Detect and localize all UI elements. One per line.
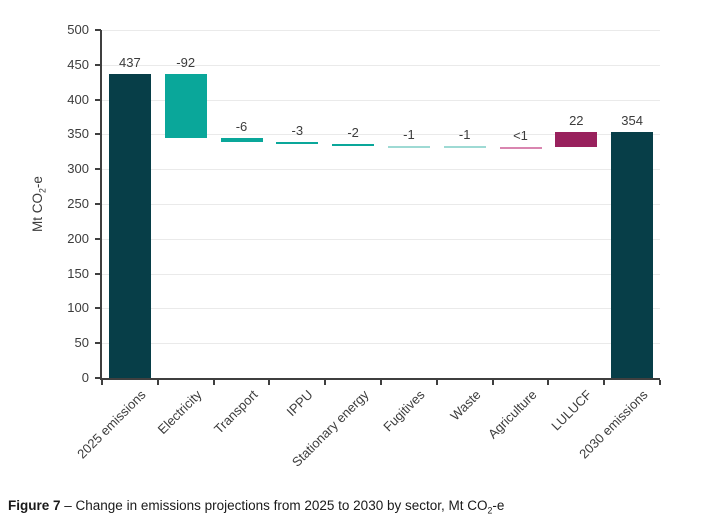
bar-2025-emissions xyxy=(108,73,151,378)
x-axis-tick-4 xyxy=(324,380,327,385)
bar-2030-emissions xyxy=(611,131,654,378)
x-label-2030-emissions: 2030 emissions xyxy=(576,387,651,462)
x-axis-tick-10 xyxy=(659,380,661,385)
bar-stationary-energy xyxy=(332,144,375,147)
figure-caption: Figure 7 – Change in emissions projectio… xyxy=(8,497,708,520)
y-axis-label-0: 0 xyxy=(81,370,89,385)
value-label-2030-emissions: 354 xyxy=(621,112,643,128)
figure-caption-label: Figure 7 xyxy=(8,498,61,513)
y-axis-label-300: 300 xyxy=(67,161,89,177)
y-axis-title-text: Mt CO xyxy=(30,192,45,232)
gridline-350 xyxy=(102,134,660,136)
x-axis-tick-3 xyxy=(268,380,271,385)
gridline-250 xyxy=(102,204,660,205)
x-axis-tick-9 xyxy=(603,380,606,385)
bar-ippu xyxy=(276,142,319,145)
x-axis-tick-2 xyxy=(212,380,215,385)
y-axis-label-400: 400 xyxy=(67,91,89,107)
bar-electricity xyxy=(164,73,207,138)
value-label-waste: -1 xyxy=(458,127,471,143)
figure-caption-tail: -e xyxy=(492,498,505,513)
x-axis-tick-7 xyxy=(491,380,494,385)
gridline-150 xyxy=(102,273,660,275)
waterfall-chart: Mt CO2-e 0 50 100 150 200 250 300 350 400 450 500 4… xyxy=(29,22,661,470)
y-axis-label-350: 350 xyxy=(67,126,89,142)
y-axis-title: Mt CO2-e xyxy=(29,134,48,274)
y-axis-label-50: 50 xyxy=(74,335,89,351)
bar-fugitives xyxy=(387,145,430,148)
bar-lulucf xyxy=(555,131,598,147)
figure-caption-subscript: 2 xyxy=(487,505,493,516)
gridline-500 xyxy=(102,30,660,31)
value-label-stationary-energy: -2 xyxy=(347,125,359,141)
x-axis-tick-0 xyxy=(101,380,103,385)
y-axis-label-200: 200 xyxy=(67,230,89,246)
x-axis-tick-6 xyxy=(435,380,438,385)
gridline-200 xyxy=(102,238,660,240)
y-axis-tick-300 xyxy=(95,168,101,171)
y-axis-label-150: 150 xyxy=(67,265,89,281)
x-axis-tick-5 xyxy=(380,380,382,385)
gridline-300 xyxy=(102,169,660,171)
value-label-fugitives: -1 xyxy=(403,126,415,142)
y-axis-tick-400 xyxy=(95,98,101,101)
value-label-2025-emissions: 437 xyxy=(119,54,141,70)
y-axis-tick-250 xyxy=(95,203,101,205)
y-axis-tick-350 xyxy=(95,133,101,136)
y-axis-label-500: 500 xyxy=(67,22,89,37)
figure-caption-text: – Change in emissions projections from 2… xyxy=(60,498,488,513)
value-label-ippu: -3 xyxy=(291,123,304,139)
value-label-agriculture: <1 xyxy=(513,127,528,143)
bar-agriculture xyxy=(499,146,542,149)
x-axis-tick-1 xyxy=(156,380,159,385)
value-label-transport: -6 xyxy=(235,118,248,134)
bar-waste xyxy=(443,146,486,149)
y-axis-tick-200 xyxy=(95,237,101,240)
y-axis-label-100: 100 xyxy=(67,300,89,316)
y-axis-title-subscript: 2 xyxy=(37,188,48,193)
y-axis-tick-0 xyxy=(95,377,101,379)
y-axis-label-250: 250 xyxy=(67,196,89,211)
x-axis-line xyxy=(100,378,660,380)
gridline-50 xyxy=(102,343,660,345)
bar-transport xyxy=(220,137,263,143)
y-axis-label-450: 450 xyxy=(67,56,89,72)
value-label-lulucf: 22 xyxy=(569,112,584,128)
y-axis-tick-150 xyxy=(95,272,101,275)
value-label-electricity: -92 xyxy=(176,54,196,70)
y-axis-title-tail: -e xyxy=(30,176,45,189)
y-axis-tick-50 xyxy=(95,342,101,345)
x-axis-tick-8 xyxy=(547,380,550,385)
y-axis-tick-450 xyxy=(95,63,101,66)
gridline-450 xyxy=(102,64,660,66)
gridline-400 xyxy=(102,99,660,101)
y-axis-line xyxy=(100,30,102,378)
gridline-100 xyxy=(102,308,660,310)
y-axis-tick-500 xyxy=(95,29,101,31)
y-axis-tick-100 xyxy=(95,307,101,310)
